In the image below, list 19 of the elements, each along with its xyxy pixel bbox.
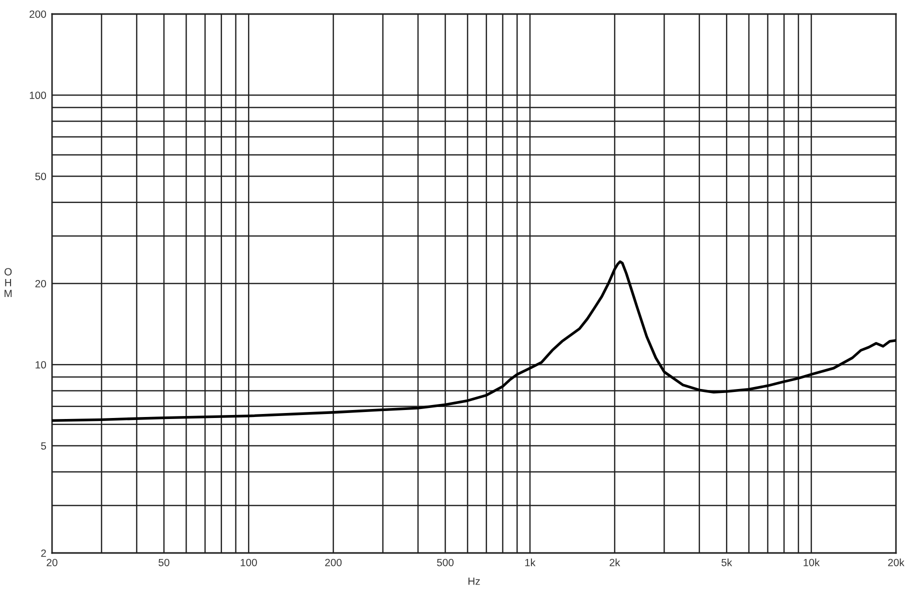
x-tick-label: 20 [46,558,58,566]
x-tick-label: 10k [804,558,820,566]
x-tick-label: 5k [722,558,732,566]
y-tick-label: 50 [35,172,46,180]
y-tick-label: 10 [36,361,46,369]
y-tick-label: 2 [41,550,46,557]
y-tick-label: 20 [35,280,46,288]
x-tick-label: 500 [437,558,454,566]
y-tick-label: 5 [41,442,46,450]
y-tick-label: 200 [30,10,46,18]
x-axis-title: Hz [468,578,480,585]
x-tick-label: 1k [525,558,536,566]
y-tick-label: 100 [30,92,46,100]
x-tick-label: 100 [240,558,257,566]
x-tick-label: 20k [888,558,904,566]
y-axis-title: OHM [4,268,12,298]
x-tick-label: 200 [325,558,342,566]
x-tick-label: 50 [158,558,170,566]
x-tick-label: 2k [610,558,620,566]
